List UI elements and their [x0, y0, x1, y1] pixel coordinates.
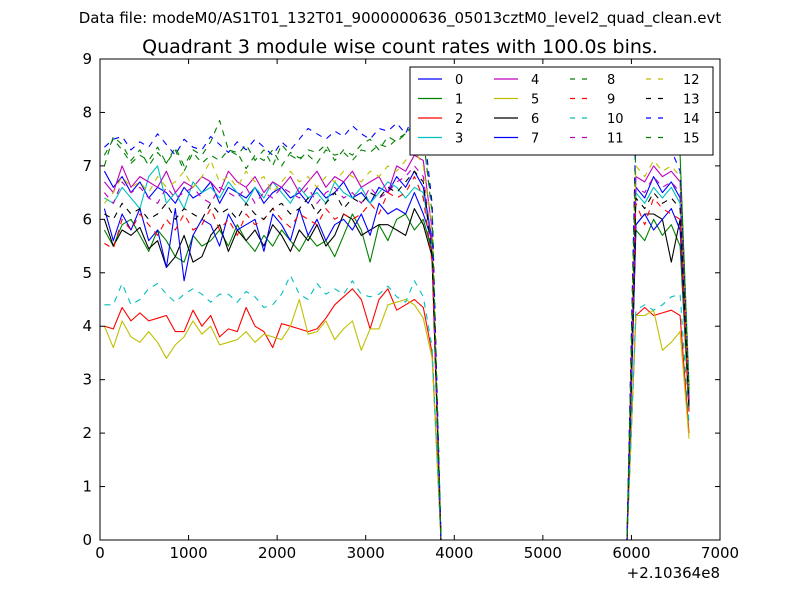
y-tick-label: 3	[82, 371, 92, 389]
series-line-6	[103, 208, 690, 541]
legend-label-2: 2	[455, 112, 463, 127]
series-layer	[103, 111, 690, 541]
series-line-3	[104, 165, 690, 541]
legend-label-6: 6	[531, 112, 539, 127]
series-line-13	[104, 170, 690, 541]
series-line-5	[103, 298, 690, 541]
legend-label-0: 0	[455, 73, 463, 88]
series-line-9	[104, 176, 690, 541]
series-line-7	[103, 192, 690, 541]
series-line-1	[103, 213, 690, 541]
series-line-0	[103, 170, 690, 541]
series-line-10	[104, 274, 690, 541]
legend-label-8: 8	[607, 73, 615, 88]
legend-label-9: 9	[607, 93, 615, 108]
legend-label-7: 7	[531, 132, 539, 147]
legend-label-15: 15	[683, 132, 700, 147]
legend-label-3: 3	[455, 132, 463, 147]
legend-label-11: 11	[607, 132, 624, 147]
y-tick-label: 6	[82, 210, 92, 228]
axes-layer: 0 1000 2000 3000 4000 5000 6000 70000123456789+…	[82, 50, 739, 582]
x-tick-label: 4000	[435, 544, 473, 562]
x-tick-label: 1000	[169, 544, 207, 562]
series-line-15	[103, 127, 690, 541]
x-tick-label: 7000	[701, 544, 739, 562]
figure-suptitle: Data file: modeM0/AS1T01_132T01_90000006…	[78, 9, 722, 27]
legend-label-1: 1	[455, 93, 463, 108]
legend-label-10: 10	[607, 112, 624, 127]
x-tick-label: 2000	[258, 544, 296, 562]
legend-label-12: 12	[683, 73, 700, 88]
legend-label-13: 13	[683, 93, 700, 108]
y-tick-label: 5	[82, 264, 92, 282]
y-tick-label: 7	[82, 157, 92, 175]
legend-label-14: 14	[683, 112, 700, 127]
x-tick-label: 0	[95, 544, 105, 562]
chart-title: Quadrant 3 module wise count rates with …	[142, 36, 658, 58]
series-line-11	[103, 165, 690, 541]
y-tick-label: 9	[82, 50, 92, 68]
series-line-2	[104, 288, 690, 541]
y-tick-label: 8	[82, 103, 92, 121]
y-tick-label: 1	[82, 478, 92, 496]
x-tick-label: 3000	[347, 544, 385, 562]
legend-label-4: 4	[531, 73, 539, 88]
y-tick-label: 0	[82, 531, 92, 549]
legend-label-5: 5	[531, 93, 539, 108]
y-tick-label: 4	[82, 317, 92, 335]
y-tick-label: 2	[82, 424, 92, 442]
x-tick-label: 6000	[612, 544, 650, 562]
plot-frame	[99, 58, 721, 541]
legend-box	[409, 66, 714, 156]
x-offset-label: +2.10364e8	[627, 564, 720, 582]
series-line-12	[103, 149, 690, 541]
x-tick-label: 5000	[524, 544, 562, 562]
